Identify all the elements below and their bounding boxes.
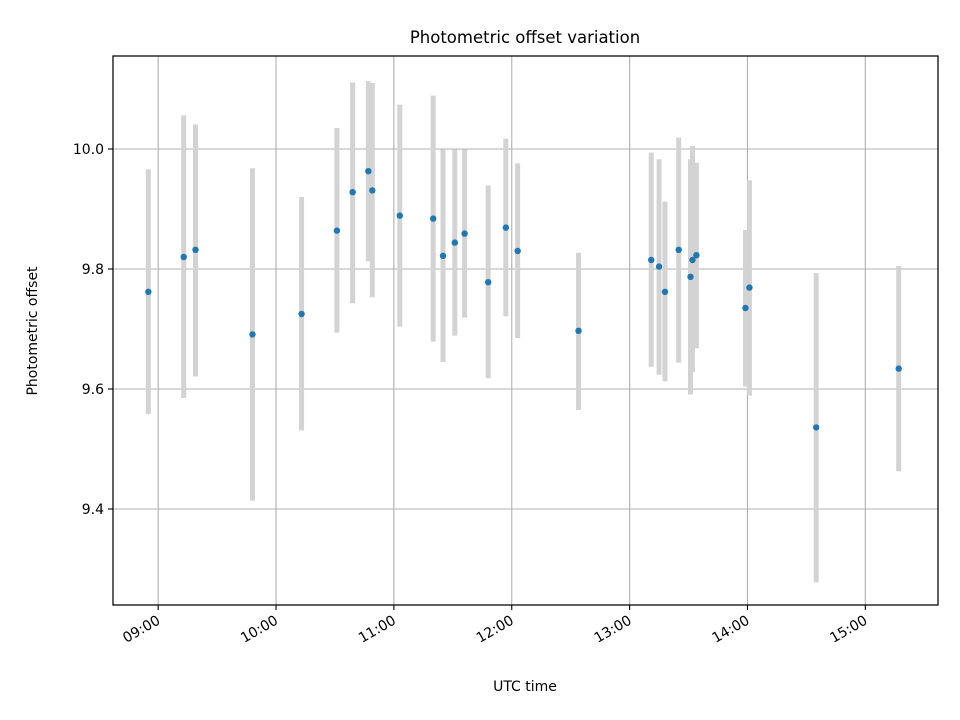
data-point — [369, 187, 376, 194]
data-point — [813, 424, 820, 431]
x-tick-label: 14:00 — [710, 613, 753, 647]
data-point — [502, 224, 510, 231]
data-point — [365, 168, 372, 175]
y-tick-label: 10.0 — [73, 142, 104, 158]
y-tick-label: 9.6 — [82, 382, 104, 398]
data-point — [648, 256, 655, 264]
data-point — [192, 246, 199, 253]
data-point — [349, 189, 356, 196]
x-tick-label: 12:00 — [474, 613, 517, 647]
data-point — [661, 288, 669, 295]
data-point — [145, 288, 152, 295]
data-point — [693, 252, 700, 259]
data-point — [249, 331, 256, 338]
x-tick-label: 15:00 — [827, 613, 870, 647]
data-point — [298, 310, 305, 318]
x-tick-label: 09:00 — [120, 613, 163, 647]
data-point — [575, 327, 582, 334]
data-point — [333, 227, 341, 234]
x-tick-label: 11:00 — [356, 613, 399, 647]
chart-title: Photometric offset variation — [410, 28, 640, 47]
y-tick-label: 9.4 — [82, 502, 104, 518]
x-tick-label: 13:00 — [592, 613, 635, 647]
data-point — [429, 215, 437, 222]
data-point — [655, 263, 663, 270]
data-point — [514, 247, 521, 255]
data-point — [451, 239, 458, 246]
x-axis-label: UTC time — [493, 679, 557, 695]
data-points — [145, 168, 902, 431]
y-tick-label: 9.8 — [82, 262, 104, 278]
data-point — [742, 304, 749, 312]
data-point — [180, 253, 187, 261]
x-tick-label: 10:00 — [238, 613, 281, 647]
plot-area-frame — [112, 55, 939, 606]
data-point — [746, 284, 753, 291]
data-point — [895, 365, 902, 372]
data-point — [689, 256, 696, 264]
data-point — [675, 246, 682, 253]
data-point — [396, 212, 403, 219]
data-point — [687, 273, 694, 280]
data-point — [461, 230, 468, 237]
error-bars — [145, 81, 902, 583]
y-axis-label: Photometric offset — [25, 266, 41, 396]
data-point — [484, 279, 492, 286]
data-point — [439, 252, 447, 259]
